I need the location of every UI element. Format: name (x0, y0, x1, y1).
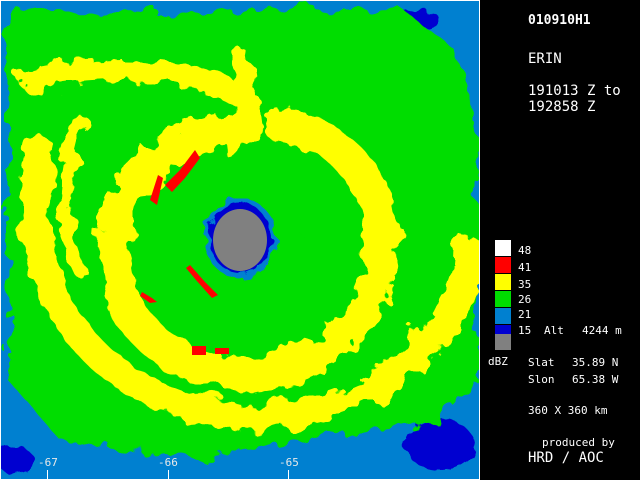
lon-tick (288, 470, 289, 480)
legend-label: 15 (518, 324, 532, 337)
legend-swatch (495, 308, 511, 324)
domain-size: 360 X 360 km (528, 404, 608, 417)
legend-label: 26 (518, 293, 532, 306)
heavy-rain-bands (19, 49, 480, 431)
credit-line-2: HRD / AOC (528, 450, 604, 466)
radar-reflectivity-map (0, 0, 480, 480)
legend-swatch (495, 257, 511, 273)
time-range-start: 191013 Z to (528, 83, 621, 99)
slon-label: Slon (528, 373, 555, 386)
legend-unit: dBZ (488, 355, 508, 368)
lon-label: -66 (158, 456, 178, 469)
legend-label: 41 (518, 261, 532, 274)
legend-label: 48 (518, 244, 532, 257)
legend-swatch (495, 334, 511, 350)
intense-echo-cells (140, 150, 229, 355)
slat-value: 35.89 N (572, 356, 619, 369)
lon-tick (168, 470, 169, 480)
lon-tick (47, 470, 48, 480)
weak-echo-patches (0, 10, 475, 474)
storm-name: ERIN (528, 51, 562, 67)
legend-label: 21 (518, 308, 532, 321)
legend-swatch (495, 291, 511, 307)
altitude-label: Alt (544, 324, 564, 337)
legend-label: 35 (518, 278, 532, 291)
lon-label: -65 (279, 456, 299, 469)
time-range-end: 192858 Z (528, 99, 596, 115)
info-panel: 010910H1 ERIN 191013 Z to 192858 Z 48 41… (480, 0, 640, 480)
credit-line-1: produced by (542, 436, 615, 449)
altitude-value: 4244 m (582, 324, 622, 337)
case-id: 010910H1 (528, 13, 591, 28)
slat-label: Slat (528, 356, 555, 369)
legend-swatch (495, 240, 511, 256)
legend-swatch (495, 274, 511, 290)
storm-eye (213, 209, 267, 271)
lon-label: -67 (38, 456, 58, 469)
slon-value: 65.38 W (572, 373, 619, 386)
